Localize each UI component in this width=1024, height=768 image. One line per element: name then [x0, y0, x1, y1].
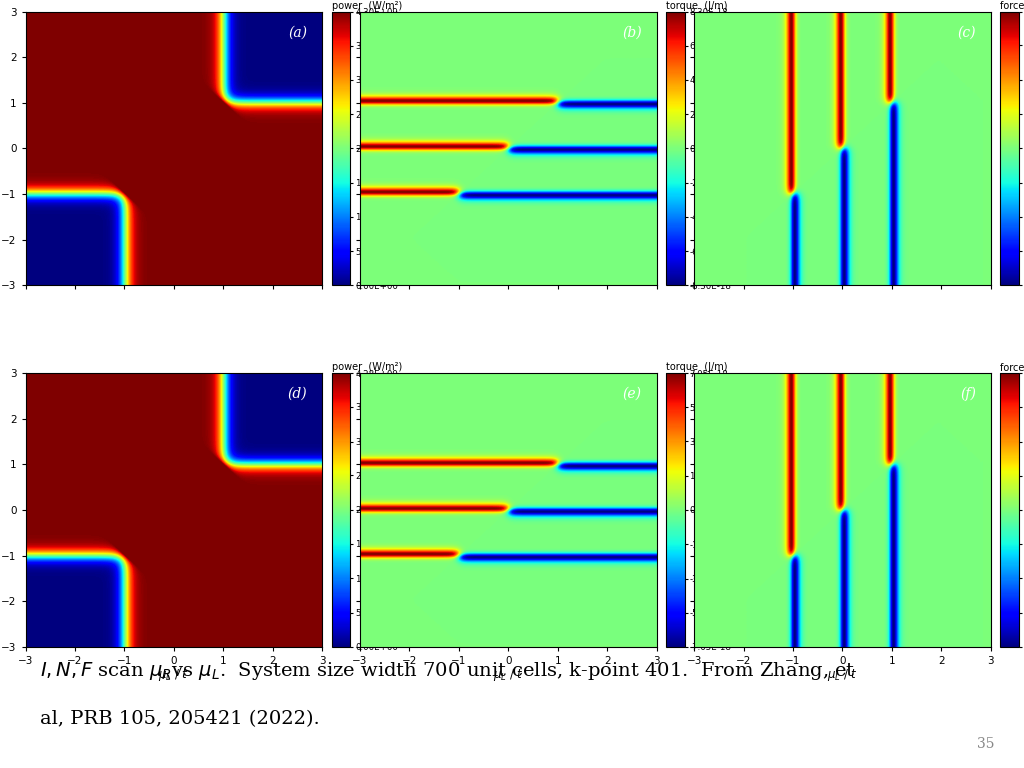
Text: force  (N/m): force (N/m): [1000, 362, 1024, 372]
Text: (d): (d): [288, 387, 307, 401]
Text: torque  (J/m): torque (J/m): [666, 362, 727, 372]
Text: (b): (b): [622, 25, 642, 39]
Text: force  (N/m): force (N/m): [1000, 1, 1024, 11]
Text: al, PRB 105, 205421 (2022).: al, PRB 105, 205421 (2022).: [41, 710, 321, 729]
Text: (c): (c): [957, 25, 976, 39]
X-axis label: $\mu_L$ / $t$: $\mu_L$ / $t$: [827, 667, 858, 684]
X-axis label: $\mu_L$ / $t$: $\mu_L$ / $t$: [493, 667, 523, 684]
Text: (e): (e): [623, 387, 642, 401]
Text: 35: 35: [977, 737, 994, 751]
Text: (f): (f): [961, 387, 976, 401]
Text: torque  (J/m): torque (J/m): [666, 1, 727, 11]
Text: (a): (a): [289, 25, 307, 39]
Text: $I, N, F$ scan $\mu_R$vs $\mu_L$.  System size width 700 unit cells, k-point 401: $I, N, F$ scan $\mu_R$vs $\mu_L$. System…: [41, 660, 856, 682]
Text: power  (W/m²): power (W/m²): [332, 1, 402, 11]
Text: power  (W/m²): power (W/m²): [332, 362, 402, 372]
X-axis label: $\mu_L$ / $t$: $\mu_L$ / $t$: [159, 667, 189, 684]
